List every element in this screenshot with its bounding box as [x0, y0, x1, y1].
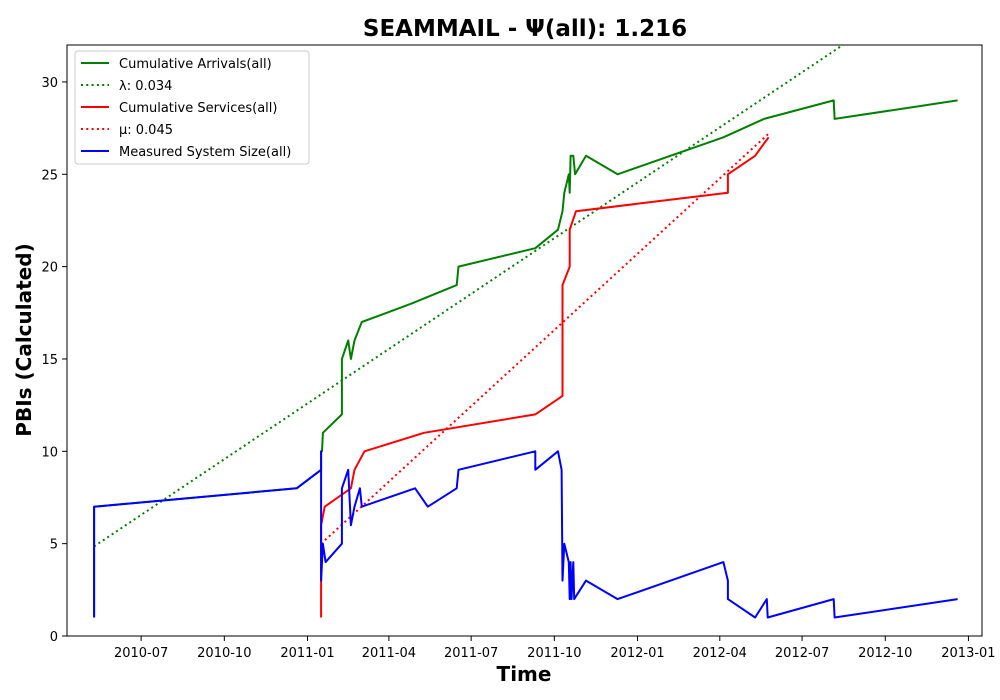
series-line-3 [320, 132, 770, 545]
x-axis: 2010-07 2010-10 2011-01 2011-04 2011-07 2011-… [114, 636, 996, 661]
y-tick-label: 15 [41, 353, 58, 368]
legend-entry: Cumulative Arrivals(all) [119, 57, 272, 72]
x-tick-label: 2011-01 [280, 646, 334, 661]
x-tick-label: 2012-10 [858, 646, 912, 661]
legend-box [74, 50, 310, 165]
legend-entry: Cumulative Services(all) [119, 101, 277, 116]
y-tick-label: 0 [50, 630, 58, 645]
x-tick-label: 2010-10 [197, 646, 251, 661]
x-tick-label: 2013-01 [941, 646, 995, 661]
legend: Cumulative Arrivals(all) λ: 0.034 Cumulati… [74, 50, 310, 165]
series-line-1 [93, 45, 844, 548]
legend-entry: μ: 0.045 [119, 123, 173, 138]
x-tick-label: 2011-10 [527, 646, 581, 661]
x-tick-label: 2010-07 [114, 646, 168, 661]
y-tick-label: 10 [41, 445, 58, 460]
y-tick-label: 20 [41, 261, 58, 276]
y-axis-label: PBIs (Calculated) [12, 243, 36, 436]
x-tick-label: 2012-01 [610, 646, 664, 661]
x-tick-label: 2011-07 [444, 646, 498, 661]
x-axis-label: Time [497, 662, 552, 686]
y-tick-label: 25 [41, 168, 58, 183]
x-tick-label: 2012-04 [693, 646, 747, 661]
y-axis: 0 5 10 15 20 25 30 [41, 76, 67, 645]
series-line-4 [93, 450, 958, 619]
y-tick-label: 5 [50, 538, 58, 553]
legend-entry: λ: 0.034 [119, 79, 172, 94]
plot-frame [66, 44, 983, 637]
legend-entry: Measured System Size(all) [119, 145, 291, 160]
x-tick-label: 2012-07 [775, 646, 829, 661]
y-tick-label: 30 [41, 76, 58, 91]
chart-title: SEAMMAIL - Ψ(all): 1.216 [363, 16, 687, 42]
x-tick-label: 2011-04 [362, 646, 416, 661]
series-line-0 [93, 99, 958, 618]
